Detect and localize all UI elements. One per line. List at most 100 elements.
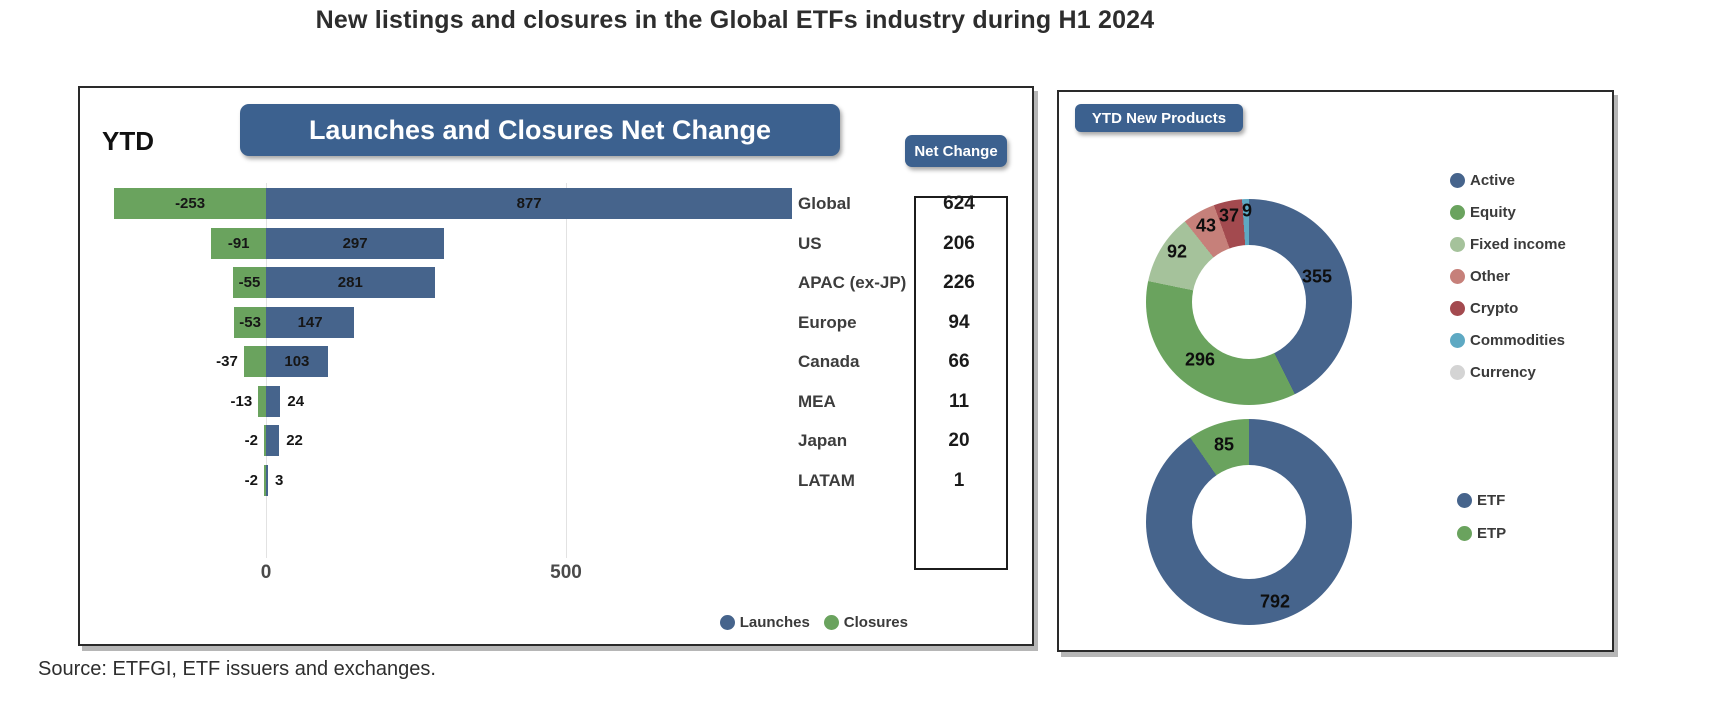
legend-label: Equity <box>1470 204 1516 221</box>
closures-value-label: -253 <box>175 195 206 212</box>
legend-label: Other <box>1470 268 1511 285</box>
bar-launches <box>266 188 793 219</box>
legend-color-dot <box>1450 173 1465 188</box>
bar-closures <box>114 188 266 219</box>
ytd-new-products-panel: YTD New Products 355 296 92 43 37 9 792 85 Act… <box>1057 90 1614 652</box>
bar-launches <box>266 306 355 338</box>
launches-value-label: 103 <box>284 353 310 370</box>
closures-value-label: -2 <box>244 471 258 489</box>
bar-launches <box>266 385 281 417</box>
legend-item: Currency <box>1450 364 1566 381</box>
category-label: Canada <box>798 352 860 371</box>
slice-value-label: 43 <box>1195 215 1217 236</box>
legend-color-dot <box>1450 333 1465 348</box>
x-axis-tick-0: 0 <box>260 562 272 583</box>
legend-label: Active <box>1470 172 1516 189</box>
donut-hole <box>1192 245 1306 359</box>
category-label: Japan <box>798 431 848 450</box>
bar-launches <box>266 464 268 496</box>
legend-label: ETP <box>1477 525 1507 542</box>
category-label: MEA <box>798 391 836 411</box>
page-title: New listings and closures in the Global … <box>315 6 1155 34</box>
category-label: Global <box>798 194 851 213</box>
net-change-value: 624 <box>943 193 975 214</box>
closures-value-label: -55 <box>238 274 261 291</box>
legend-label: Currency <box>1470 364 1536 381</box>
closures-value-label: -37 <box>216 353 238 370</box>
legend-label: Commodities <box>1470 332 1566 349</box>
products-donut-chart: 355 296 92 43 37 9 <box>1146 199 1352 405</box>
legend-color-dot <box>1450 237 1465 252</box>
net-change-column-header: Net Change <box>905 135 1007 167</box>
legend-color-dot <box>1450 301 1465 316</box>
category-label: APAC (ex-JP) <box>798 273 907 292</box>
legend-label: Closures <box>843 614 908 631</box>
category-label: LATAM <box>798 470 855 490</box>
slice-value-label: 9 <box>1241 200 1253 221</box>
legend-label: ETF <box>1477 492 1506 509</box>
launches-value-label: 297 <box>342 234 368 252</box>
x-axis-tick-500: 500 <box>550 562 582 583</box>
closures-value-label: -13 <box>230 392 253 410</box>
legend-color-dot <box>1450 269 1465 284</box>
bar-closures <box>243 346 266 377</box>
bar-closures <box>233 267 266 298</box>
slice-value-label: 355 <box>1301 266 1333 287</box>
bar-closures <box>234 306 266 338</box>
launches-value-label: 877 <box>516 195 542 212</box>
category-label: US <box>798 233 822 253</box>
launches-value-label: 24 <box>287 392 305 410</box>
launches-closures-header: Launches and Closures Net Change <box>240 104 840 156</box>
bar-launches <box>266 346 328 377</box>
ytd-new-products-header: YTD New Products <box>1075 104 1243 132</box>
launches-value-label: 3 <box>275 471 284 489</box>
launches-value-label: 281 <box>337 274 363 291</box>
bar-closures <box>264 464 266 496</box>
launches-value-label: 147 <box>297 313 323 331</box>
bar-launches <box>266 227 445 259</box>
legend-color-dot <box>719 615 735 630</box>
legend-item: Active <box>1450 172 1566 189</box>
legend-label: Launches <box>739 614 810 631</box>
closures-value-label: -91 <box>227 234 250 252</box>
legend-color-dot <box>1450 365 1465 380</box>
legend-color-dot <box>1457 526 1472 541</box>
bar-launches <box>266 267 435 298</box>
legend-label: Fixed income <box>1470 236 1566 253</box>
legend-label: Crypto <box>1470 300 1519 317</box>
legend-color-dot <box>823 615 839 630</box>
bar-closures <box>264 425 266 456</box>
launches-value-label: 22 <box>286 432 303 449</box>
legend-item: Closures <box>823 614 908 631</box>
etf-etp-donut-chart: 792 85 <box>1146 419 1352 625</box>
gridline-500 <box>566 183 567 558</box>
legend-item: Other <box>1450 268 1566 285</box>
slice-value-label: 296 <box>1184 349 1216 370</box>
closures-value-label: -2 <box>244 432 258 449</box>
product-category-legend: Active Equity Fixed income Other Crypto Commo… <box>1450 172 1566 381</box>
legend-item: Launches <box>719 614 810 631</box>
legend-item: Equity <box>1450 204 1566 221</box>
net-change-value: 94 <box>948 311 970 333</box>
net-change-value: 1 <box>953 469 965 491</box>
legend-item: Fixed income <box>1450 236 1566 253</box>
legend-item: Crypto <box>1450 300 1566 317</box>
slice-value-label: 37 <box>1218 205 1240 226</box>
net-change-box <box>914 196 1008 570</box>
legend-color-dot <box>1457 493 1472 508</box>
bar-closures <box>211 227 266 259</box>
net-change-value: 206 <box>943 232 975 254</box>
net-change-value: 20 <box>948 430 970 451</box>
legend-item: Commodities <box>1450 332 1566 349</box>
bar-chart-legend: Launches Closures <box>719 614 908 631</box>
category-label: Europe <box>798 312 857 332</box>
net-change-value: 66 <box>948 351 970 372</box>
launches-closures-panel: Launches and Closures Net Change YTD Net… <box>78 86 1034 646</box>
bar-closures <box>258 385 266 417</box>
donut-hole <box>1192 465 1306 579</box>
etf-etp-legend: ETF ETP <box>1457 492 1506 542</box>
net-change-value: 226 <box>943 272 975 293</box>
net-change-value: 11 <box>948 390 970 412</box>
legend-item: ETP <box>1457 525 1506 542</box>
slice-value-label: 792 <box>1259 591 1291 612</box>
